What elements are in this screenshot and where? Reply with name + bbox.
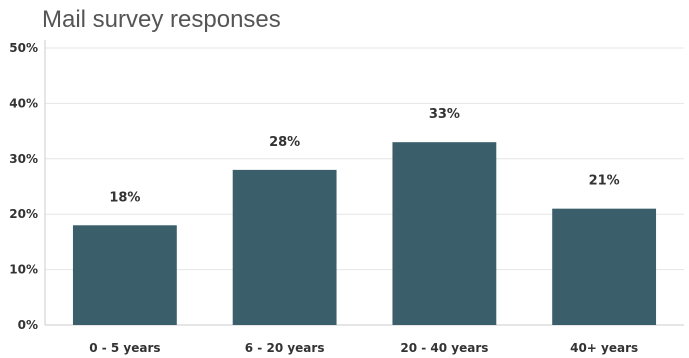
data-label: 33% <box>429 107 460 122</box>
y-tick-label: 20% <box>9 207 38 221</box>
bar-2 <box>232 169 337 325</box>
y-tick-label: 30% <box>9 152 38 166</box>
x-tick-label: 6 - 20 years <box>245 341 325 355</box>
x-tick-label: 40+ years <box>570 341 638 355</box>
data-label: 18% <box>109 190 140 205</box>
bar-1 <box>72 225 177 325</box>
y-tick-label: 10% <box>9 263 38 277</box>
x-tick-label: 0 - 5 years <box>89 341 160 355</box>
data-label: 21% <box>589 174 620 189</box>
bar-3 <box>392 142 497 325</box>
data-label: 28% <box>269 135 300 150</box>
x-tick-label: 20 - 40 years <box>400 341 488 355</box>
bar-4 <box>552 208 657 325</box>
chart-title: Mail survey responses <box>42 6 281 33</box>
y-tick-label: 50% <box>9 41 38 55</box>
y-tick-label: 0% <box>18 318 38 332</box>
y-tick-label: 40% <box>9 96 38 110</box>
